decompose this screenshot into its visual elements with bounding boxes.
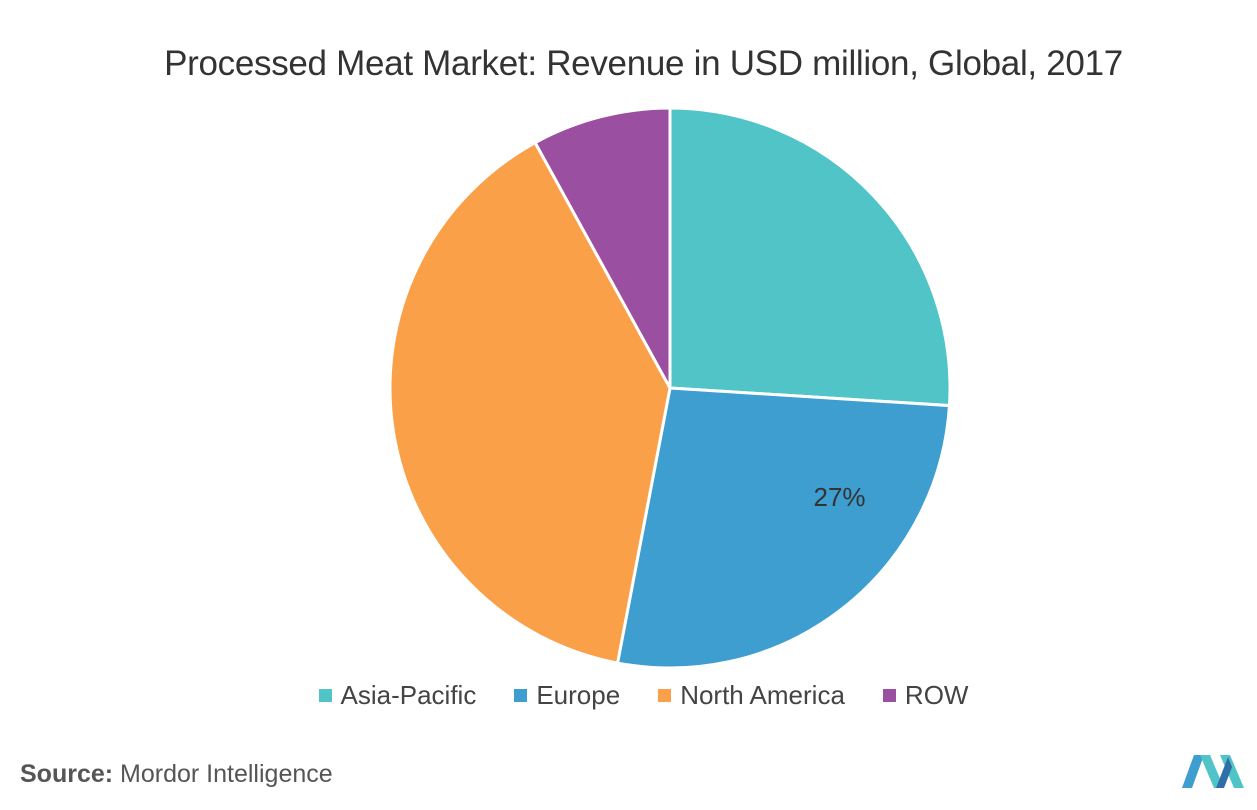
legend-label: Asia-Pacific	[340, 680, 477, 710]
pie-slice-row	[533, 106, 672, 389]
pie-slice-asia-pacific	[668, 106, 952, 408]
legend-swatch	[658, 689, 672, 702]
source-note: Source: Mordor Intelligence	[20, 760, 333, 789]
logo-shape	[1182, 755, 1204, 788]
legend: Asia-Pacific Europe North America ROW	[0, 680, 1257, 711]
pie-chart: 27%	[388, 106, 952, 670]
legend-label: North America	[680, 680, 845, 710]
logo-shape	[1200, 755, 1224, 788]
source-label: Source:	[20, 760, 114, 788]
legend-label: Europe	[536, 680, 621, 710]
slice-data-label: 27%	[814, 482, 866, 512]
legend-swatch	[318, 689, 332, 702]
legend-item-europe: Europe	[514, 680, 620, 711]
chart-title: Processed Meat Market: Revenue in USD mi…	[164, 44, 1123, 83]
pie-slice-north-america	[388, 140, 672, 665]
pie-slice-europe	[615, 386, 952, 670]
legend-swatch	[514, 689, 528, 702]
legend-item-row: ROW	[882, 680, 969, 711]
legend-item-asia-pacific: Asia-Pacific	[318, 680, 477, 711]
legend-item-north-america: North America	[658, 680, 845, 711]
mordor-intelligence-logo	[1182, 755, 1244, 788]
legend-label: ROW	[904, 680, 969, 710]
source-text: Mordor Intelligence	[120, 760, 333, 788]
legend-swatch	[882, 689, 896, 702]
logo-shape	[1216, 757, 1232, 788]
